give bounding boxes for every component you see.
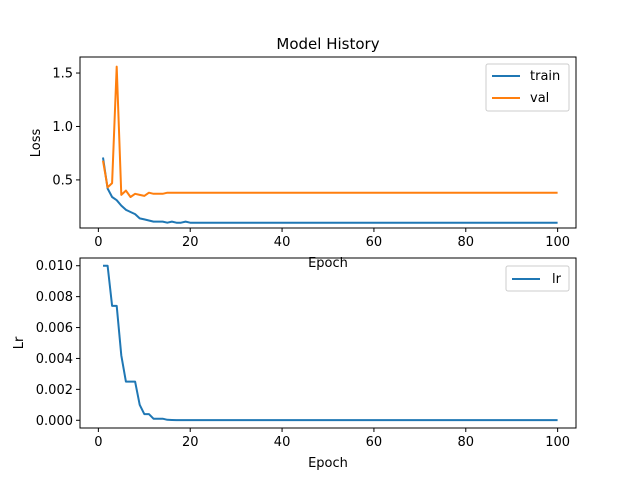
loss-series-layer	[102, 65, 558, 224]
x-tick-label: 100	[545, 435, 570, 450]
x-tick-label: 80	[458, 435, 475, 450]
lr-y-ticks: 0.000 0.002 0.004 0.006 0.008 0.010	[36, 259, 80, 429]
x-tick-label: 100	[545, 235, 570, 250]
legend-lr-label: lr	[552, 272, 562, 287]
loss-x-axis-label: Epoch	[308, 256, 348, 271]
x-tick-label: 0	[94, 235, 102, 250]
loss-chart: Model History 0 20 40 60 80 100 0.5 1.0 1.5 Epo…	[29, 35, 577, 271]
loss-legend: train val	[485, 63, 570, 112]
y-tick-label: 0.008	[36, 290, 73, 305]
x-tick-label: 20	[182, 235, 199, 250]
y-tick-label: 0.5	[52, 173, 73, 188]
lr-y-axis-label: Lr	[12, 336, 27, 349]
series-line-val	[102, 65, 558, 198]
x-tick-label: 60	[366, 435, 383, 450]
series-line-train	[102, 157, 558, 224]
legend-val-label: val	[530, 91, 549, 106]
lr-x-ticks: 0 20 40 60 80 100	[94, 428, 570, 450]
y-tick-label: 0.002	[36, 383, 73, 398]
lr-series-layer	[103, 264, 558, 422]
x-tick-label: 40	[274, 435, 291, 450]
x-tick-label: 40	[274, 235, 291, 250]
lr-legend: lr	[505, 265, 570, 292]
y-tick-label: 0.010	[36, 259, 73, 274]
lr-chart: 0 20 40 60 80 100 0.0000.0020.0040.0060.0080.…	[12, 257, 577, 471]
x-tick-label: 0	[94, 435, 102, 450]
x-tick-label: 20	[182, 435, 199, 450]
lr-plot-frame	[79, 257, 577, 429]
legend-train-label: train	[530, 69, 560, 84]
y-tick-label: 0.004	[36, 352, 73, 367]
loss-x-ticks: 0 20 40 60 80 100	[94, 228, 570, 250]
x-tick-label: 80	[458, 235, 475, 250]
loss-plot-frame	[79, 56, 577, 229]
loss-y-axis-label: Loss	[29, 129, 44, 158]
y-tick-label: 1.5	[52, 67, 73, 82]
lr-x-axis-label: Epoch	[308, 456, 348, 471]
y-tick-label: 1.0	[52, 120, 73, 135]
loss-y-ticks: 0.5 1.0 1.5	[52, 67, 80, 188]
series-line-lr	[103, 264, 558, 422]
y-tick-label: 0.000	[36, 414, 73, 429]
chart-title: Model History	[276, 35, 379, 53]
y-tick-label: 0.006	[36, 321, 73, 336]
x-tick-label: 60	[366, 235, 383, 250]
